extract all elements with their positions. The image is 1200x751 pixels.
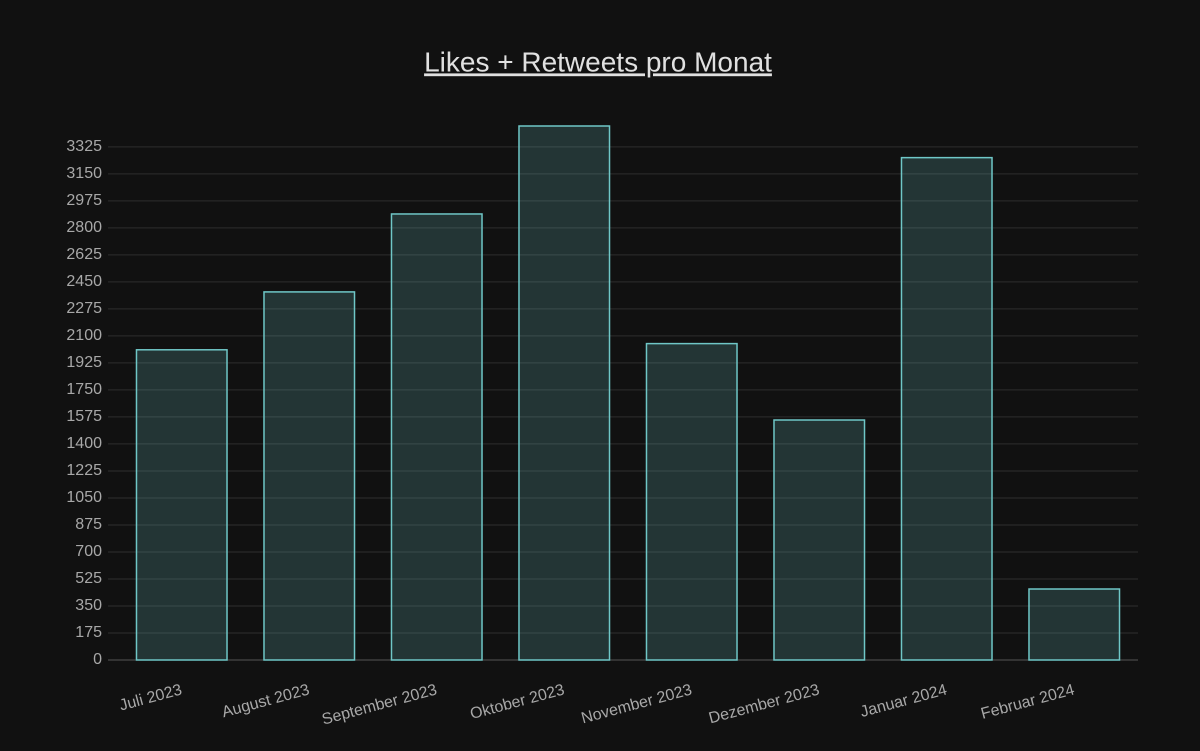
x-tick-label: September 2023 <box>320 681 439 728</box>
y-tick-label: 1575 <box>66 408 102 425</box>
x-tick-label: Dezember 2023 <box>707 681 821 727</box>
y-tick-label: 2800 <box>66 219 102 236</box>
chart-title: Likes + Retweets pro Monat <box>424 46 772 77</box>
bar <box>645 342 738 661</box>
bar <box>518 125 611 661</box>
x-tick-label: August 2023 <box>220 681 311 721</box>
bar <box>263 291 356 661</box>
y-tick-label: 2450 <box>66 273 102 290</box>
y-tick-label: 2275 <box>66 300 102 317</box>
y-tick-label: 1925 <box>66 354 102 371</box>
y-tick-label: 1225 <box>66 462 102 479</box>
bar <box>773 419 866 661</box>
y-tick-label: 2100 <box>66 327 102 344</box>
x-tick-label: Januar 2024 <box>859 681 949 720</box>
y-tick-label: 3325 <box>66 138 102 155</box>
y-tick-label: 3150 <box>66 165 102 182</box>
bar <box>135 349 228 661</box>
x-tick-label: Februar 2024 <box>979 681 1076 722</box>
y-tick-label: 1400 <box>66 435 102 452</box>
y-tick-label: 2625 <box>66 246 102 263</box>
bar <box>900 156 993 661</box>
bar <box>390 213 483 661</box>
x-tick-label: Juli 2023 <box>118 681 184 714</box>
y-tick-label: 875 <box>75 516 102 533</box>
bar <box>1028 588 1121 661</box>
y-tick-label: 1050 <box>66 489 102 506</box>
y-tick-label: 525 <box>75 570 102 587</box>
y-tick-label: 350 <box>75 597 102 614</box>
y-tick-label: 2975 <box>66 192 102 209</box>
y-tick-label: 700 <box>75 543 102 560</box>
x-tick-label: November 2023 <box>580 681 694 727</box>
y-tick-label: 0 <box>93 651 102 668</box>
y-tick-label: 175 <box>75 624 102 641</box>
y-tick-label: 1750 <box>66 381 102 398</box>
x-tick-label: Oktober 2023 <box>468 681 566 723</box>
